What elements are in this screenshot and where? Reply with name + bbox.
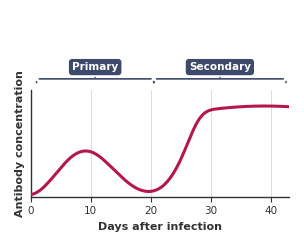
Y-axis label: Antibody concentration: Antibody concentration <box>15 70 25 217</box>
X-axis label: Days after infection: Days after infection <box>98 222 222 232</box>
Text: Primary: Primary <box>72 62 118 72</box>
Text: Secondary: Secondary <box>189 62 251 72</box>
